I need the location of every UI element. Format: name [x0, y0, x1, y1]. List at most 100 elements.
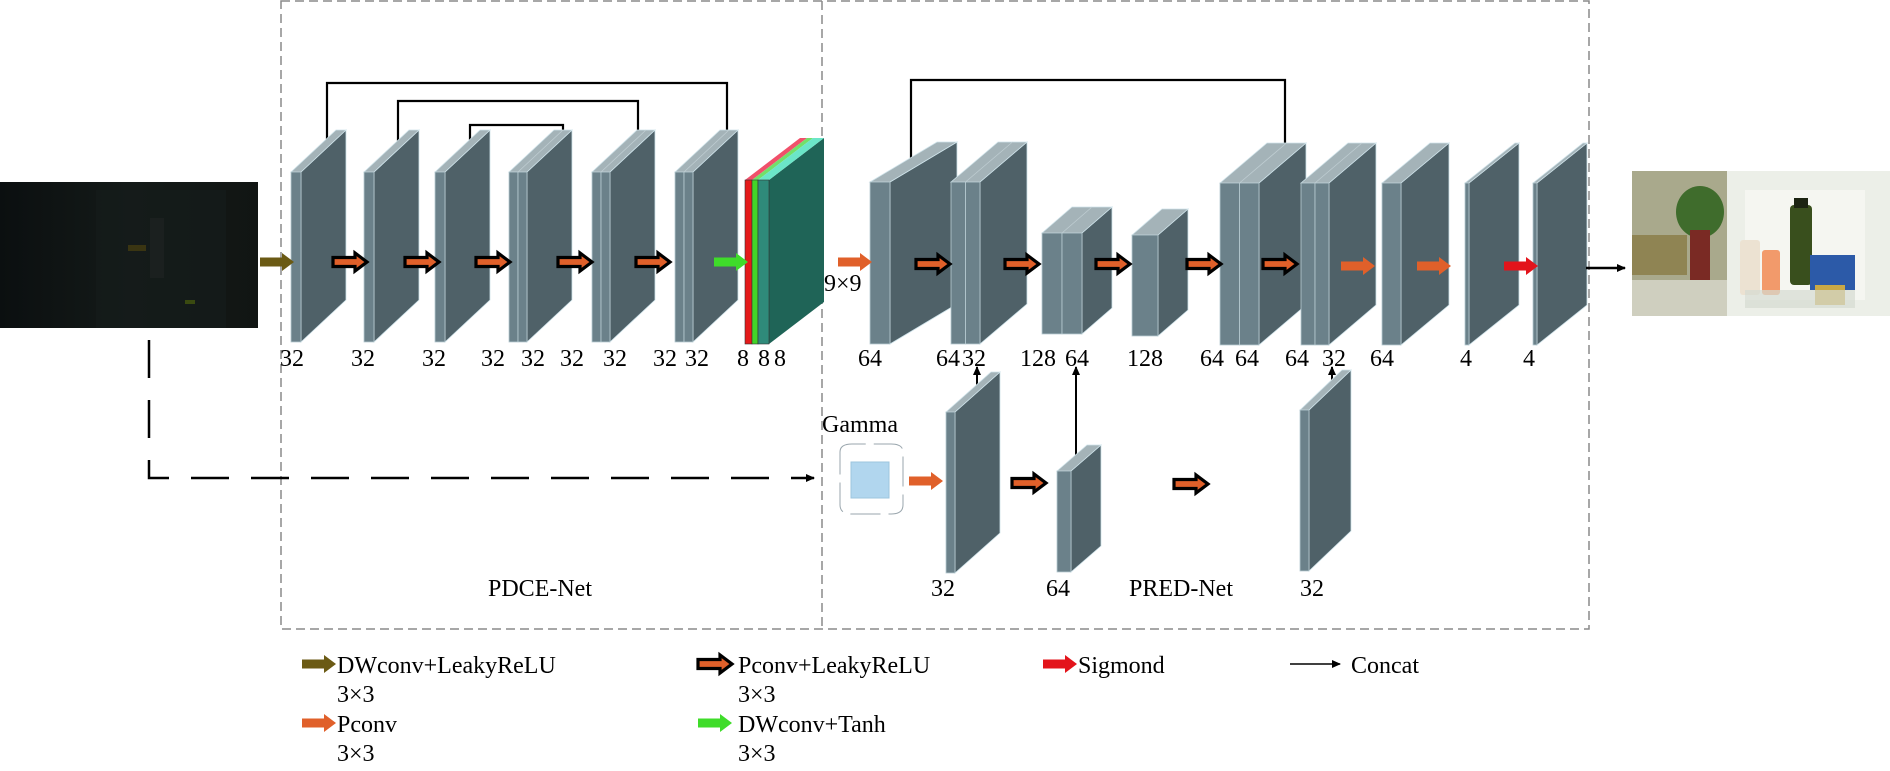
input-image — [0, 182, 258, 328]
skip-connection-1 — [325, 81, 731, 158]
operation-arrows — [260, 249, 1538, 497]
legend-label: DWconv+LeakyReLU — [337, 653, 556, 679]
pdce-block-1 — [289, 129, 348, 343]
pred-block-8 — [1463, 142, 1521, 346]
pred-net-label: PRED-Net — [1129, 576, 1233, 602]
pdce-channel-label: 8 — [774, 346, 786, 372]
pdce-net-label: PDCE-Net — [488, 576, 592, 602]
concat-connections — [325, 78, 1336, 457]
pdce-channel-label: 32 — [685, 346, 709, 372]
legend-label: Pconv+LeakyReLU — [738, 653, 930, 679]
pconv-lrelu-arrow — [474, 249, 513, 275]
pred-channel-label: 64 — [1200, 346, 1224, 372]
pdce-channel-label: 32 — [422, 346, 446, 372]
pred-channel-label: 64 — [1370, 346, 1394, 372]
pred-block-5 — [1218, 142, 1308, 346]
pred-block-7 — [1380, 142, 1451, 346]
pconv-lrelu-arrow — [1185, 251, 1224, 277]
legend-item: DWconv+Tanh 3×3 — [698, 712, 886, 767]
pdce-channel-label: 32 — [560, 346, 584, 372]
pdce-block-5 — [590, 129, 657, 343]
legend-sublabel: 3×3 — [738, 741, 776, 767]
pdce-channel-label: 8 — [758, 346, 770, 372]
pconv-lrelu-arrow — [1172, 471, 1211, 497]
pdce-channel-label: 32 — [603, 346, 627, 372]
legend-label: Concat — [1351, 653, 1419, 679]
legend-arrow-icon — [696, 651, 735, 677]
gamma-square — [850, 461, 890, 499]
frame-group — [280, 0, 1590, 630]
pred-channel-label: 64 — [858, 346, 882, 372]
pred-channel-label: 64 — [1285, 346, 1309, 372]
pdce-block-3 — [433, 129, 492, 343]
gamma-label: Gamma — [822, 412, 898, 438]
pred-skip-connection — [909, 78, 1289, 159]
sigmoid-arrow — [1504, 257, 1538, 275]
skip-connection-2 — [396, 99, 642, 157]
pred-channel-label: 64 — [936, 346, 960, 372]
pred-low-block-3 — [1299, 369, 1352, 572]
pconv-arrow — [1417, 257, 1451, 275]
gamma-container — [839, 443, 904, 515]
legend-arrow-icon — [698, 714, 732, 732]
pred-low-channel-label: 64 — [1046, 576, 1070, 602]
input-to-gamma-dashed-path — [147, 340, 815, 482]
legend: DWconv+LeakyReLU3×3Pconv3×3Pconv+LeakyRe… — [302, 651, 1419, 767]
pred-channel-label: 64 — [1235, 346, 1259, 372]
pred-low-block-1 — [944, 371, 1002, 574]
pdce-channel-label: 8 — [737, 346, 749, 372]
pconv-lrelu-arrow — [914, 251, 953, 277]
pdce-block-2 — [362, 129, 421, 343]
pconv-arrow — [1341, 257, 1375, 275]
pconv-lrelu-arrow — [331, 249, 370, 275]
pred-block-3 — [1040, 206, 1114, 335]
legend-label: Sigmond — [1078, 653, 1165, 679]
channel-labels: 32 32 32 32 32 32 32 32 32 8 8 8 64 64 32 128 64 128 64 64 6… — [280, 346, 1535, 602]
pconv-lrelu-arrow — [403, 249, 442, 275]
pred-channel-label: 32 — [1322, 346, 1346, 372]
pred-channel-label: 4 — [1523, 346, 1535, 372]
outer-dashed-frame — [280, 0, 1590, 630]
pdce-output-block — [744, 138, 824, 345]
pred-low-channel-label: 32 — [931, 576, 955, 602]
legend-sublabel: 3×3 — [337, 682, 375, 708]
pconv-arrow — [838, 253, 872, 271]
gamma-module: Gamma — [822, 412, 904, 515]
legend-sublabel: 3×3 — [738, 682, 776, 708]
pconv-lrelu-arrow — [1003, 251, 1042, 277]
pconv-lrelu-arrow — [1094, 251, 1133, 277]
legend-sublabel: 3×3 — [337, 741, 375, 767]
dwconv-lrelu-arrow — [260, 253, 294, 271]
output-image — [1632, 171, 1890, 316]
pred-channel-label: 4 — [1460, 346, 1472, 372]
kernel-size-label: 9×9 — [824, 271, 862, 297]
dwconv-tanh-arrow — [714, 253, 748, 271]
pred-block-4 — [1130, 208, 1190, 337]
pred-block-9 — [1531, 142, 1589, 346]
pconv-lrelu-arrow — [556, 249, 595, 275]
legend-arrow-icon — [302, 655, 336, 673]
pred-low-block-2 — [1055, 444, 1103, 573]
pred-block-2 — [949, 141, 1029, 345]
pdce-block-4 — [507, 129, 574, 343]
pconv-lrelu-arrow — [1261, 251, 1300, 277]
legend-arrow-icon — [302, 714, 336, 732]
pred-block-1 — [868, 141, 959, 345]
pdce-channel-label: 32 — [481, 346, 505, 372]
pdce-channel-label: 32 — [351, 346, 375, 372]
pconv-lrelu-arrow — [634, 249, 673, 275]
pred-channel-label: 64 — [1065, 346, 1089, 372]
pconv-arrow — [909, 472, 943, 490]
legend-label: Pconv — [337, 712, 397, 738]
legend-item: Pconv+LeakyReLU 3×3 — [696, 651, 930, 708]
pred-low-channel-label: 32 — [1300, 576, 1324, 602]
legend-item: Concat — [1290, 653, 1419, 679]
pdce-channel-label: 32 — [280, 346, 304, 372]
legend-item: Pconv 3×3 — [302, 712, 397, 767]
legend-item: DWconv+LeakyReLU 3×3 — [302, 653, 556, 708]
pred-block-6 — [1299, 142, 1378, 346]
pdce-block-6 — [673, 129, 740, 343]
pred-channel-label: 128 — [1020, 346, 1056, 372]
pconv-lrelu-arrow — [1010, 470, 1049, 496]
